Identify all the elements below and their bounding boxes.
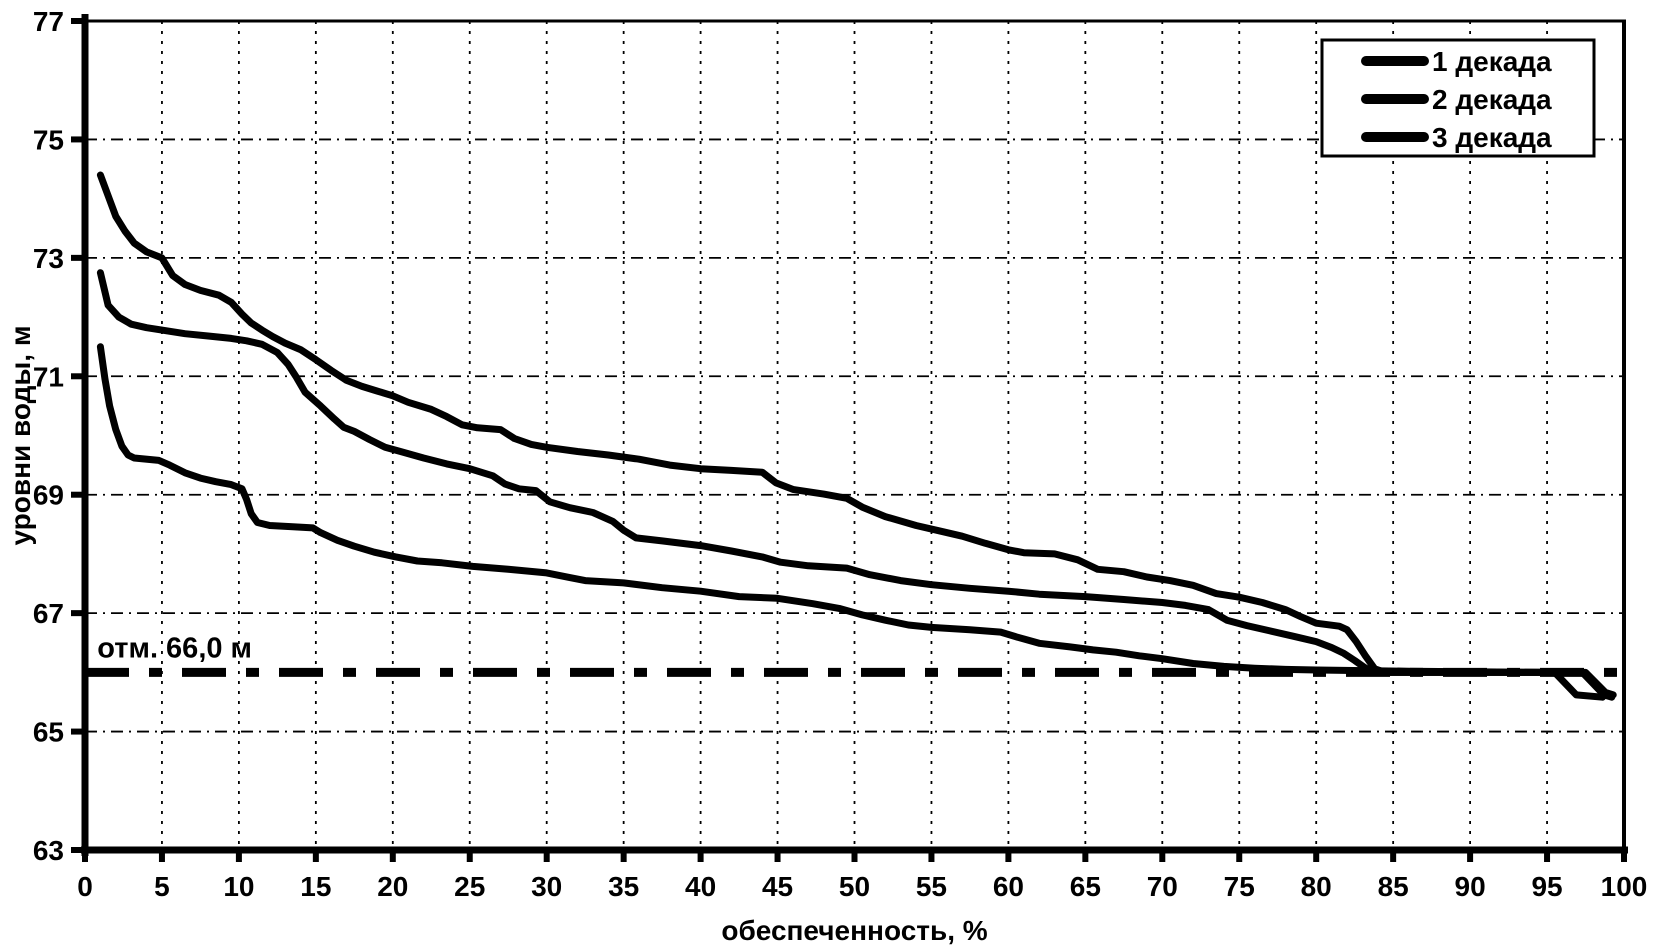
x-tick-label: 55 bbox=[916, 871, 947, 902]
x-tick-label: 85 bbox=[1378, 871, 1409, 902]
x-axis-tick-labels: 0 5 10 15 20 25 30 35 40 45 50 55 60 65 70 75 80 85 90 95 10… bbox=[77, 871, 1647, 902]
x-tick-label: 40 bbox=[685, 871, 716, 902]
x-tick-label: 80 bbox=[1301, 871, 1332, 902]
x-tick-label: 100 bbox=[1601, 871, 1648, 902]
x-tick-label: 50 bbox=[839, 871, 870, 902]
y-tick-label: 63 bbox=[33, 835, 64, 866]
y-tick-label: 69 bbox=[33, 480, 64, 511]
y-tick-label: 71 bbox=[33, 361, 64, 392]
x-tick-label: 20 bbox=[377, 871, 408, 902]
x-tick-label: 90 bbox=[1455, 871, 1486, 902]
x-tick-label: 65 bbox=[1070, 871, 1101, 902]
reference-line-annotation: отм. 66,0 м bbox=[97, 632, 252, 664]
legend-label: 1 декада bbox=[1432, 46, 1552, 77]
x-axis-ticks bbox=[82, 850, 1627, 862]
y-axis-title: уровни воды, м bbox=[5, 325, 36, 545]
x-tick-label: 10 bbox=[223, 871, 254, 902]
series-line-2-dekada bbox=[96, 269, 1616, 701]
x-tick-label: 70 bbox=[1147, 871, 1178, 902]
x-gridlines bbox=[161, 21, 1548, 850]
x-tick-label: 15 bbox=[300, 871, 331, 902]
x-tick-label: 30 bbox=[531, 871, 562, 902]
legend: 1 декада 2 декада 3 декада bbox=[1320, 38, 1596, 158]
y-tick-label: 77 bbox=[33, 6, 64, 37]
x-tick-label: 60 bbox=[993, 871, 1024, 902]
x-tick-label: 95 bbox=[1531, 871, 1562, 902]
legend-label: 2 декада bbox=[1432, 84, 1552, 115]
x-tick-label: 5 bbox=[154, 871, 170, 902]
x-tick-label: 75 bbox=[1224, 871, 1255, 902]
y-axis-ticks bbox=[71, 18, 85, 853]
y-tick-label: 67 bbox=[33, 598, 64, 629]
x-tick-label: 0 bbox=[77, 871, 93, 902]
series-line-3-dekada bbox=[96, 343, 1606, 701]
series-line-1-dekada bbox=[96, 171, 1617, 699]
x-tick-label: 25 bbox=[454, 871, 485, 902]
y-axis-tick-labels: 63 65 67 69 71 73 75 77 bbox=[33, 6, 64, 866]
x-tick-label: 35 bbox=[608, 871, 639, 902]
y-tick-label: 65 bbox=[33, 717, 64, 748]
y-tick-label: 73 bbox=[33, 243, 64, 274]
legend-label: 3 декада bbox=[1432, 122, 1552, 153]
x-axis-title: обеспеченность, % bbox=[721, 915, 987, 946]
y-tick-label: 75 bbox=[33, 124, 64, 155]
x-tick-label: 45 bbox=[762, 871, 793, 902]
